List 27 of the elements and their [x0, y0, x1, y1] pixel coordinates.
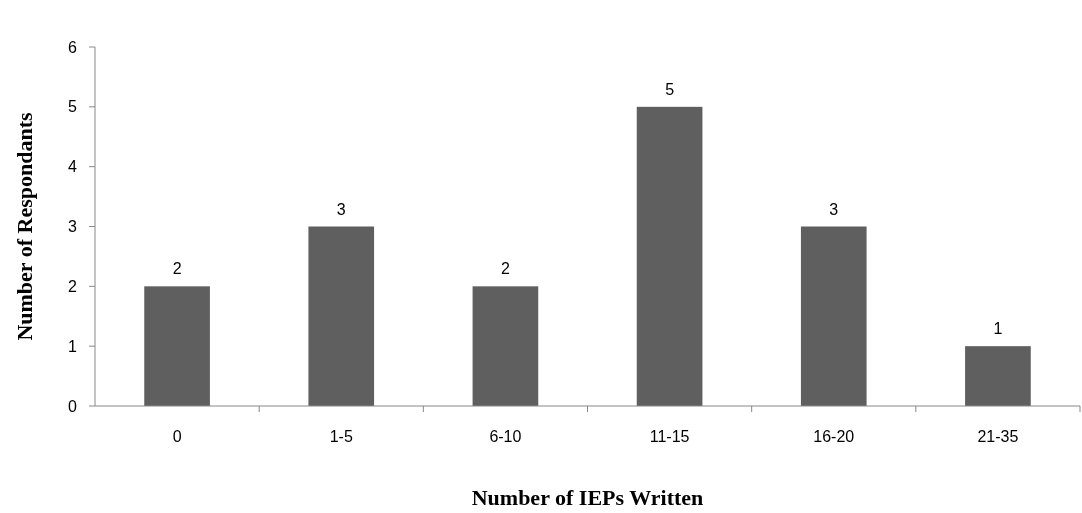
bar [308, 226, 375, 406]
y-tick-label: 1 [68, 337, 78, 355]
x-tick-label: 1-5 [329, 428, 353, 445]
data-label: 3 [336, 200, 346, 218]
y-axis-title: Number of Respondants [12, 111, 37, 341]
y-tick-label: 3 [68, 218, 78, 236]
data-label: 2 [172, 260, 182, 278]
y-tick-label: 2 [68, 277, 78, 295]
bar [800, 226, 867, 406]
y-tick-label: 0 [68, 397, 78, 415]
x-tick-label: 0 [172, 428, 182, 445]
data-label: 2 [500, 260, 510, 278]
data-label: 3 [829, 200, 839, 218]
x-axis-title: Number of IEPs Written [471, 485, 704, 510]
bar [636, 106, 703, 406]
x-tick-label: 21-35 [977, 428, 1019, 445]
y-tick-label: 5 [68, 98, 78, 116]
x-tick-label: 11-15 [649, 428, 690, 445]
x-tick-label: 6-10 [489, 428, 522, 445]
data-label: 1 [993, 320, 1003, 338]
bar [144, 286, 210, 406]
y-tick-label: 6 [68, 38, 78, 56]
y-tick-label: 4 [68, 158, 78, 176]
bar [965, 346, 1031, 406]
data-label: 5 [665, 80, 675, 98]
bar [472, 286, 539, 406]
x-tick-label: 16-20 [813, 428, 855, 445]
